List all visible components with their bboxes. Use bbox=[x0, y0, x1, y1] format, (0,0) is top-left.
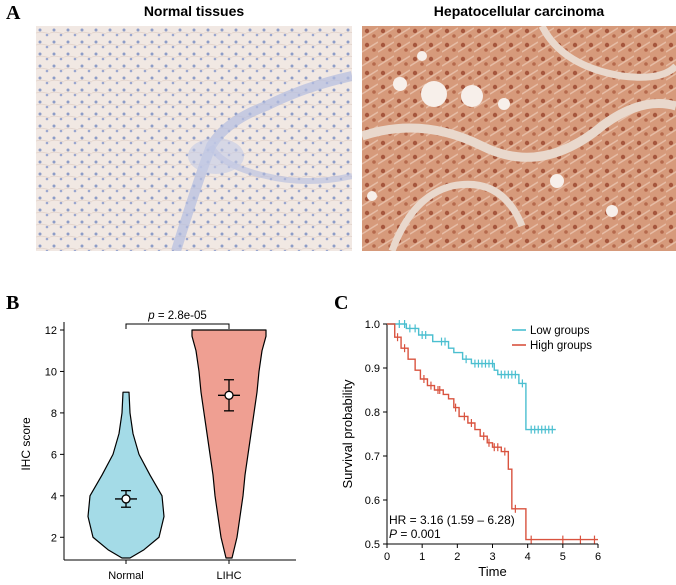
p-value-text: = 2.8e-05 bbox=[155, 310, 207, 322]
x-tick-label: 1 bbox=[419, 551, 425, 563]
violin-chart: 2 4 6 8 10 12 Normal LIHC IHC score p = 2.8e-05 bbox=[19, 310, 296, 582]
panel-c-letter: C bbox=[334, 292, 349, 314]
mean-point bbox=[121, 494, 131, 504]
survival-curve bbox=[387, 323, 598, 541]
km-p-symbol: P bbox=[389, 527, 397, 541]
y-tick-label: 12 bbox=[45, 325, 57, 337]
violin-pvalue: p = 2.8e-05 bbox=[125, 310, 230, 329]
legend-label: High groups bbox=[530, 340, 592, 352]
violin-axes: 2 4 6 8 10 12 Normal LIHC IHC score bbox=[19, 322, 296, 582]
y-tick-label: 0.5 bbox=[365, 539, 380, 551]
hcc-tissue-image bbox=[362, 26, 676, 251]
km-axes: 0.5 0.6 0.7 0.8 0.9 1.0 0 1 2 3 4 5 6 Time Survival pr… bbox=[340, 319, 601, 579]
km-legend: Low groups High groups bbox=[512, 325, 592, 352]
km-p-value: P = 0.001 bbox=[389, 527, 441, 541]
hcc-tissue-micrograph bbox=[362, 26, 676, 251]
normal-tissue-micrograph bbox=[36, 26, 352, 251]
km-chart: 0.5 0.6 0.7 0.8 0.9 1.0 0 1 2 3 4 5 6 Time Survival pr… bbox=[340, 319, 601, 579]
normal-tissue-title: Normal tissues bbox=[143, 3, 245, 19]
x-tick-label: LIHC bbox=[216, 570, 241, 582]
y-axis-label: Survival probability bbox=[340, 379, 355, 489]
y-tick-label: 0.8 bbox=[365, 407, 380, 419]
x-tick-label: Normal bbox=[108, 570, 143, 582]
y-tick-label: 8 bbox=[51, 408, 57, 420]
y-tick-label: 0.7 bbox=[365, 451, 380, 463]
normal-tissue-image bbox=[36, 26, 352, 251]
x-tick-label: 2 bbox=[454, 551, 460, 563]
x-tick-label: 3 bbox=[489, 551, 495, 563]
y-tick-label: 10 bbox=[45, 366, 57, 378]
km-annotation: HR = 3.16 (1.59 – 6.28)P = 0.001 bbox=[389, 513, 515, 541]
violin-shape bbox=[87, 391, 165, 559]
y-tick-label: 0.6 bbox=[365, 495, 380, 507]
mean-point bbox=[224, 390, 234, 400]
y-tick-label: 2 bbox=[51, 532, 57, 544]
y-tick-label: 1.0 bbox=[365, 319, 380, 331]
y-tick-label: 6 bbox=[51, 449, 57, 461]
significance-bracket bbox=[125, 323, 230, 329]
p-symbol: p bbox=[147, 310, 155, 322]
legend-label: Low groups bbox=[530, 325, 590, 337]
km-p-value-text: = 0.001 bbox=[397, 527, 441, 541]
hr-text: HR = 3.16 (1.59 – 6.28) bbox=[389, 513, 515, 527]
y-tick-label: 0.9 bbox=[365, 363, 380, 375]
x-axis-label: Time bbox=[478, 564, 506, 579]
violin-shape bbox=[191, 329, 267, 559]
violin-shapes bbox=[87, 329, 267, 559]
panel-b-letter: B bbox=[6, 292, 20, 314]
y-axis-label: IHC score bbox=[19, 417, 33, 471]
panel-a-letter: A bbox=[6, 2, 21, 24]
km-curves bbox=[387, 320, 598, 544]
hcc-tissue-title: Hepatocellular carcinoma bbox=[433, 3, 605, 19]
survival-curve bbox=[387, 323, 556, 431]
x-tick-label: 0 bbox=[384, 551, 390, 563]
x-tick-label: 5 bbox=[560, 551, 566, 563]
x-tick-label: 6 bbox=[595, 551, 601, 563]
x-tick-label: 4 bbox=[525, 551, 531, 563]
y-tick-label: 4 bbox=[51, 491, 57, 503]
p-value-label: p = 2.8e-05 bbox=[147, 310, 207, 322]
